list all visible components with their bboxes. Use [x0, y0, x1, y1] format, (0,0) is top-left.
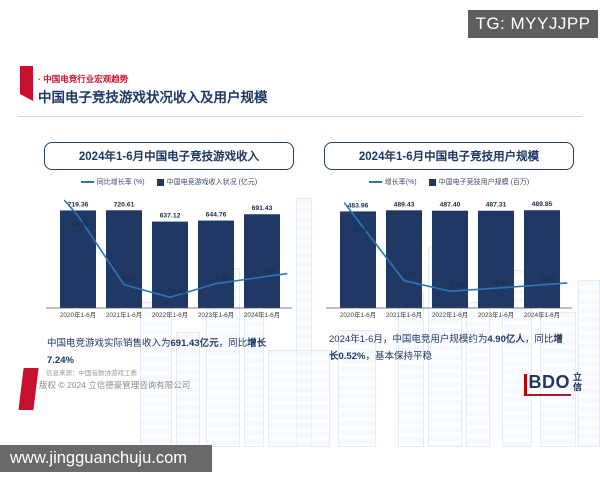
svg-text:2023年1-6月: 2023年1-6月: [478, 310, 514, 319]
revenue-chart-panel: 2024年1-6月中国电子竞技游戏收入 同比增长率 (%) 中国电竞游戏收入状况…: [38, 142, 300, 330]
line-series-marker-icon: [80, 181, 94, 183]
svg-text:-11.59: -11.59: [167, 288, 186, 295]
users-chart-title-text: 2024年1-6月中国电子竞技用户规模: [358, 151, 540, 163]
revenue-chart-canvas: 719.36 720.61 637.12 644.76 691.43 2020年1-6月 2…: [46, 199, 292, 319]
svg-text:489.43: 489.43: [394, 201, 415, 208]
legend-item-growth-rate: 同比增长率 (%): [80, 177, 145, 187]
svg-text:2021年1-6月: 2021年1-6月: [386, 310, 422, 319]
svg-text:691.43: 691.43: [252, 205, 273, 212]
tg-badge: TG: MYYJJPP: [468, 10, 598, 38]
revenue-chart-title-text: 2024年1-6月中国电子竞技游戏收入: [78, 151, 260, 163]
svg-text:2024年1-6月: 2024年1-6月: [244, 310, 280, 319]
svg-text:0.17: 0.17: [123, 276, 136, 283]
tg-badge-text: TG: MYYJJPP: [475, 14, 591, 33]
svg-text:719.36: 719.36: [68, 201, 89, 208]
legend-item-revenue: 中国电竞游戏收入状况 (亿元): [156, 177, 258, 187]
watermark-bar: www.jingguanchuju.com: [0, 445, 212, 472]
svg-text:483.96: 483.96: [348, 202, 369, 209]
svg-text:2024年1-6月: 2024年1-6月: [524, 310, 560, 319]
svg-text:644.76: 644.76: [206, 212, 227, 219]
revenue-chart-title: 2024年1-6月中国电子竞技游戏收入: [44, 142, 294, 170]
svg-text:64.69: 64.69: [71, 222, 88, 229]
header-divider: [18, 116, 582, 117]
legend-label: 中国电子竞技用户规模 (百万): [438, 179, 530, 186]
legend-item-growth-rate: 增长率(%): [368, 177, 417, 187]
bar-series-marker-icon: [428, 178, 436, 186]
svg-text:487.31: 487.31: [486, 202, 507, 209]
revenue-summary-text: 中国电竞游戏实际销售收入为691.43亿元，同比增长7.24%: [47, 338, 267, 366]
legend-label: 同比增长率 (%): [96, 179, 145, 186]
users-summary-text: 2024年1-6月，中国电竞用户规模约为4.90亿人，同比增长0.52%，基本保…: [329, 334, 563, 362]
svg-text:2022年1-6月: 2022年1-6月: [152, 310, 188, 319]
svg-text:2023年1-6月: 2023年1-6月: [198, 310, 234, 319]
svg-text:2020年1-6月: 2020年1-6月: [340, 310, 376, 319]
line-series-marker-icon: [368, 181, 382, 183]
footer-accent-bar: [18, 368, 39, 410]
page-title: 中国电子竞技游戏状况收入及用户规模: [38, 90, 268, 105]
legend-item-user-scale: 中国电子竞技用户规模 (百万): [428, 177, 530, 187]
bdo-logo: BDO 立 信: [524, 372, 582, 396]
legend-label: 增长率(%): [384, 179, 417, 186]
svg-text:9.94: 9.94: [353, 227, 366, 234]
legend-label: 中国电竞游戏收入状况 (亿元): [166, 179, 258, 186]
watermark-url: www.jingguanchuju.com: [10, 449, 188, 467]
svg-text:487.40: 487.40: [440, 202, 461, 209]
bdo-cn-top: 立: [573, 372, 583, 382]
users-chart-legend: 增长率(%) 中国电子竞技用户规模 (百万): [318, 177, 580, 187]
svg-text:2021年1-6月: 2021年1-6月: [106, 310, 142, 319]
users-chart-panel: 2024年1-6月中国电子竞技用户规模 增长率(%) 中国电子竞技用户规模 (百…: [318, 142, 580, 330]
svg-text:-0.41: -0.41: [448, 282, 464, 289]
svg-text:0.02: 0.02: [495, 279, 508, 286]
header-accent-ribbon: [20, 66, 33, 101]
bdo-logo-red-bar: [524, 374, 527, 396]
users-chart-title: 2024年1-6月中国电子竞技用户规模: [324, 142, 574, 170]
section-eyebrow: · 中国电竞行业宏观趋势: [38, 74, 129, 84]
bar-series-marker-icon: [156, 178, 164, 186]
svg-text:720.61: 720.61: [114, 201, 135, 208]
bdo-chinese-characters: 立 信: [573, 372, 582, 393]
svg-text:2022年1-6月: 2022年1-6月: [432, 310, 468, 319]
svg-text:7.24: 7.24: [261, 268, 274, 275]
svg-text:1.13: 1.13: [403, 272, 416, 279]
revenue-chart-legend: 同比增长率 (%) 中国电竞游戏收入状况 (亿元): [38, 177, 300, 187]
bdo-wordmark: BDO: [526, 372, 571, 396]
svg-text:2020年1-6月: 2020年1-6月: [60, 310, 96, 319]
svg-text:0.52: 0.52: [541, 276, 554, 283]
copyright-text: 版权 © 2024 立信德豪管理咨询有限公司: [39, 380, 191, 390]
users-chart-canvas: 483.96 489.43 487.40 487.31 489.85 2020年1-6月 2…: [326, 201, 572, 319]
svg-text:489.85: 489.85: [532, 201, 553, 208]
svg-text:637.12: 637.12: [160, 213, 181, 220]
source-note: 信息来源：中国音数协游戏工委: [46, 370, 137, 377]
bdo-cn-bottom: 信: [573, 382, 583, 393]
svg-text:1.20: 1.20: [215, 275, 228, 282]
